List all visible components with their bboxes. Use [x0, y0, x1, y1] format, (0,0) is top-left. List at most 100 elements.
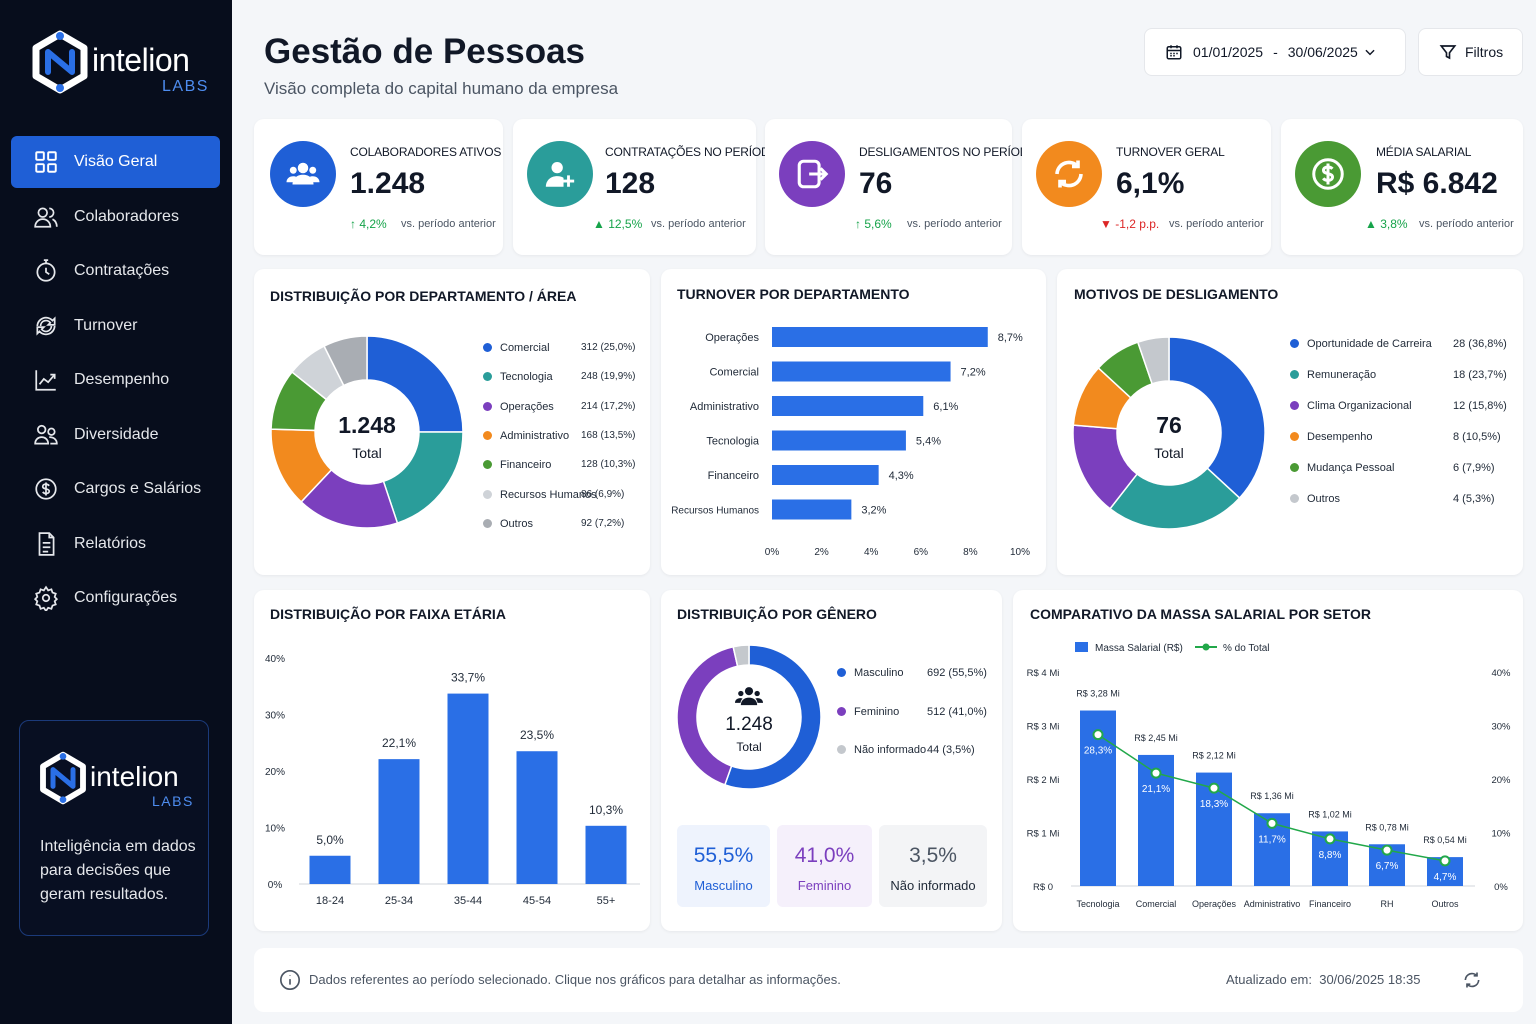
- legend-item[interactable]: Masculino: [837, 667, 904, 679]
- nav-item-relatorios[interactable]: Relatórios: [11, 518, 220, 570]
- kpi-delta: ▲ 12,5%: [593, 217, 643, 231]
- data-label: 4,3%: [889, 470, 914, 482]
- age-bar[interactable]: [378, 759, 420, 884]
- age-bar[interactable]: [516, 751, 558, 884]
- kpi-icon-circle: [1295, 141, 1361, 207]
- y-tick-label-right: 30%: [1491, 722, 1511, 733]
- legend-item[interactable]: Tecnologia: [483, 371, 553, 383]
- nav-label: Desempenho: [74, 371, 170, 388]
- legend-item[interactable]: Remuneração: [1290, 369, 1376, 381]
- percent-point[interactable]: [1324, 833, 1336, 845]
- data-label: 5,0%: [316, 833, 344, 847]
- percent-point[interactable]: [1150, 767, 1162, 779]
- nav-item-diversidade[interactable]: Diversidade: [11, 409, 220, 461]
- legend-item[interactable]: Administrativo: [483, 430, 569, 442]
- motivos-slice[interactable]: [1136, 336, 1170, 385]
- legend-item[interactable]: Oportunidade de Carreira: [1290, 338, 1432, 350]
- x-tick-label: 0%: [765, 547, 780, 558]
- kpi-card-contratacoes[interactable]: CONTRATAÇÕES NO PERÍODO 128 ▲ 12,5% vs. …: [513, 119, 779, 255]
- y-tick-label: 30%: [265, 711, 285, 722]
- nav-label: Cargos e Salários: [74, 480, 202, 497]
- brand-name: intelion: [90, 761, 179, 792]
- gender-tile-feminino[interactable]: 41,0% Feminino: [777, 825, 872, 907]
- gender-tile-masculino[interactable]: 55,5% Masculino: [677, 825, 770, 907]
- dept-slice[interactable]: [366, 335, 464, 433]
- age-bar[interactable]: [309, 855, 351, 884]
- refresh-icon[interactable]: [1462, 970, 1482, 990]
- motivos-donut-chart[interactable]: [1069, 328, 1269, 538]
- gender-tile-nao-informado[interactable]: 3,5% Não informado: [879, 825, 987, 907]
- percent-point[interactable]: [1092, 729, 1104, 741]
- y-tick-label-left: R$ 3 Mi: [1027, 722, 1060, 733]
- age-bar[interactable]: [447, 693, 489, 884]
- nav-item-cargos-salarios[interactable]: Cargos e Salários: [11, 463, 220, 515]
- filters-button[interactable]: Filtros: [1418, 28, 1523, 76]
- percent-point[interactable]: [1266, 817, 1278, 829]
- chart-card-motivos[interactable]: MOTIVOS DE DESLIGAMENTO 76 Total Oportun…: [1057, 269, 1523, 575]
- legend-item[interactable]: Outros: [483, 518, 533, 530]
- legend-item[interactable]: Financeiro: [483, 459, 551, 471]
- gender-slice[interactable]: [723, 644, 822, 790]
- kpi-card-media-salarial[interactable]: MÉDIA SALARIAL R$ 6.842 ▲ 3,8% vs. perío…: [1281, 119, 1523, 255]
- brand-logo[interactable]: intelion LABS: [30, 30, 220, 100]
- dept-slice[interactable]: [323, 335, 368, 387]
- percent-point[interactable]: [1381, 844, 1393, 856]
- motivos-slice[interactable]: [1168, 336, 1266, 500]
- dept-donut-chart[interactable]: [267, 327, 467, 537]
- turnover-bar[interactable]: [772, 361, 951, 382]
- kpi-value: 76: [859, 167, 893, 200]
- turnover-bar-chart[interactable]: 0% 2% 4% 6% 8% 10% Operações 8,7% Comercial 7,2% A…: [661, 269, 1046, 575]
- turnover-bar[interactable]: [772, 465, 879, 485]
- turnover-bar[interactable]: [772, 499, 852, 520]
- footer-note: Dados referentes ao período selecionado.…: [309, 972, 841, 987]
- legend-item[interactable]: Clima Organizacional: [1290, 400, 1412, 412]
- percent-label: 4,7%: [1434, 872, 1457, 883]
- nav-item-desempenho[interactable]: Desempenho: [11, 354, 220, 406]
- chart-card-turnover[interactable]: TURNOVER POR DEPARTAMENTO 0% 2% 4% 6% 8% 10% O…: [661, 269, 1046, 575]
- legend-item[interactable]: Comercial: [483, 342, 550, 354]
- kpi-card-desligamentos[interactable]: DESLIGAMENTOS NO PERÍODO 76 ↑ 5,6% vs. p…: [765, 119, 1038, 255]
- percent-point[interactable]: [1439, 855, 1451, 867]
- sidebar: intelion LABS Visão Geral Colaboradores …: [0, 0, 232, 1024]
- nav-item-colaboradores[interactable]: Colaboradores: [11, 191, 220, 243]
- kpi-card-turnover[interactable]: TURNOVER GERAL 6,1% ▼ -1,2 p.p. vs. perí…: [1022, 119, 1271, 255]
- brand-tagline: Inteligência em dados para decisões que …: [40, 838, 196, 903]
- kpi-card-colaboradores[interactable]: COLABORADORES ATIVOS 1.248 ↑ 4,2% vs. pe…: [254, 119, 503, 255]
- percent-label: 11,7%: [1258, 834, 1286, 845]
- legend-value: 692 (55,5%): [927, 667, 987, 679]
- legend-item[interactable]: Feminino: [837, 706, 899, 718]
- nav-item-contratacoes[interactable]: Contratações: [11, 245, 220, 297]
- gender-slice[interactable]: [732, 644, 750, 668]
- legend-item[interactable]: Operações: [483, 401, 554, 413]
- chart-title: DISTRIBUIÇÃO POR DEPARTAMENTO / ÁREA: [270, 288, 577, 304]
- chart-card-genero[interactable]: DISTRIBUIÇÃO POR GÊNERO 1.248 Total 55,5…: [661, 590, 1002, 931]
- salary-combo-chart[interactable]: R$ 4 Mi R$ 3 Mi R$ 2 Mi R$ 1 Mi R$ 0 40% 30% 20…: [1013, 590, 1523, 931]
- legend-item[interactable]: Outros: [1290, 493, 1340, 505]
- nav-item-configuracoes[interactable]: Configurações: [11, 572, 220, 624]
- legend-item[interactable]: Desempenho: [1290, 431, 1372, 443]
- gender-donut-chart[interactable]: [674, 637, 824, 797]
- nav-item-turnover[interactable]: Turnover: [11, 300, 220, 352]
- legend-item[interactable]: Recursos Humanos: [483, 489, 597, 501]
- legend-item[interactable]: Mudança Pessoal: [1290, 462, 1394, 474]
- chart-card-faixa-etaria[interactable]: DISTRIBUIÇÃO POR FAIXA ETÁRIA 40% 30% 20% 1…: [254, 590, 650, 931]
- age-bar-chart[interactable]: 40% 30% 20% 10% 0% 5,0% 18-24 22,1% 25-34 33,7% 35…: [254, 590, 650, 931]
- legend-value: 28 (36,8%): [1453, 338, 1507, 350]
- kpi-label: MÉDIA SALARIAL: [1376, 145, 1472, 159]
- legend-value: 4 (5,3%): [1453, 493, 1495, 505]
- turnover-bar[interactable]: [772, 430, 906, 451]
- percent-point[interactable]: [1208, 782, 1220, 794]
- turnover-bar[interactable]: [772, 327, 988, 347]
- chart-card-departamento[interactable]: DISTRIBUIÇÃO POR DEPARTAMENTO / ÁREA 1.2…: [254, 269, 650, 575]
- data-label: R$ 0,78 Mi: [1365, 822, 1409, 832]
- age-bar[interactable]: [585, 825, 627, 884]
- data-label: 5,4%: [916, 436, 941, 448]
- nav-item-visao-geral[interactable]: Visão Geral: [11, 136, 220, 188]
- turnover-bar[interactable]: [772, 396, 924, 416]
- legend-item[interactable]: Não informado: [837, 744, 926, 756]
- motivos-slice[interactable]: [1108, 467, 1241, 530]
- date-range-picker[interactable]: 01/01/2025 - 30/06/2025: [1144, 28, 1406, 76]
- legend-dot: [1290, 401, 1299, 410]
- data-label: 6,1%: [933, 401, 958, 413]
- chart-card-massa-salarial[interactable]: COMPARATIVO DA MASSA SALARIAL POR SETOR …: [1013, 590, 1523, 931]
